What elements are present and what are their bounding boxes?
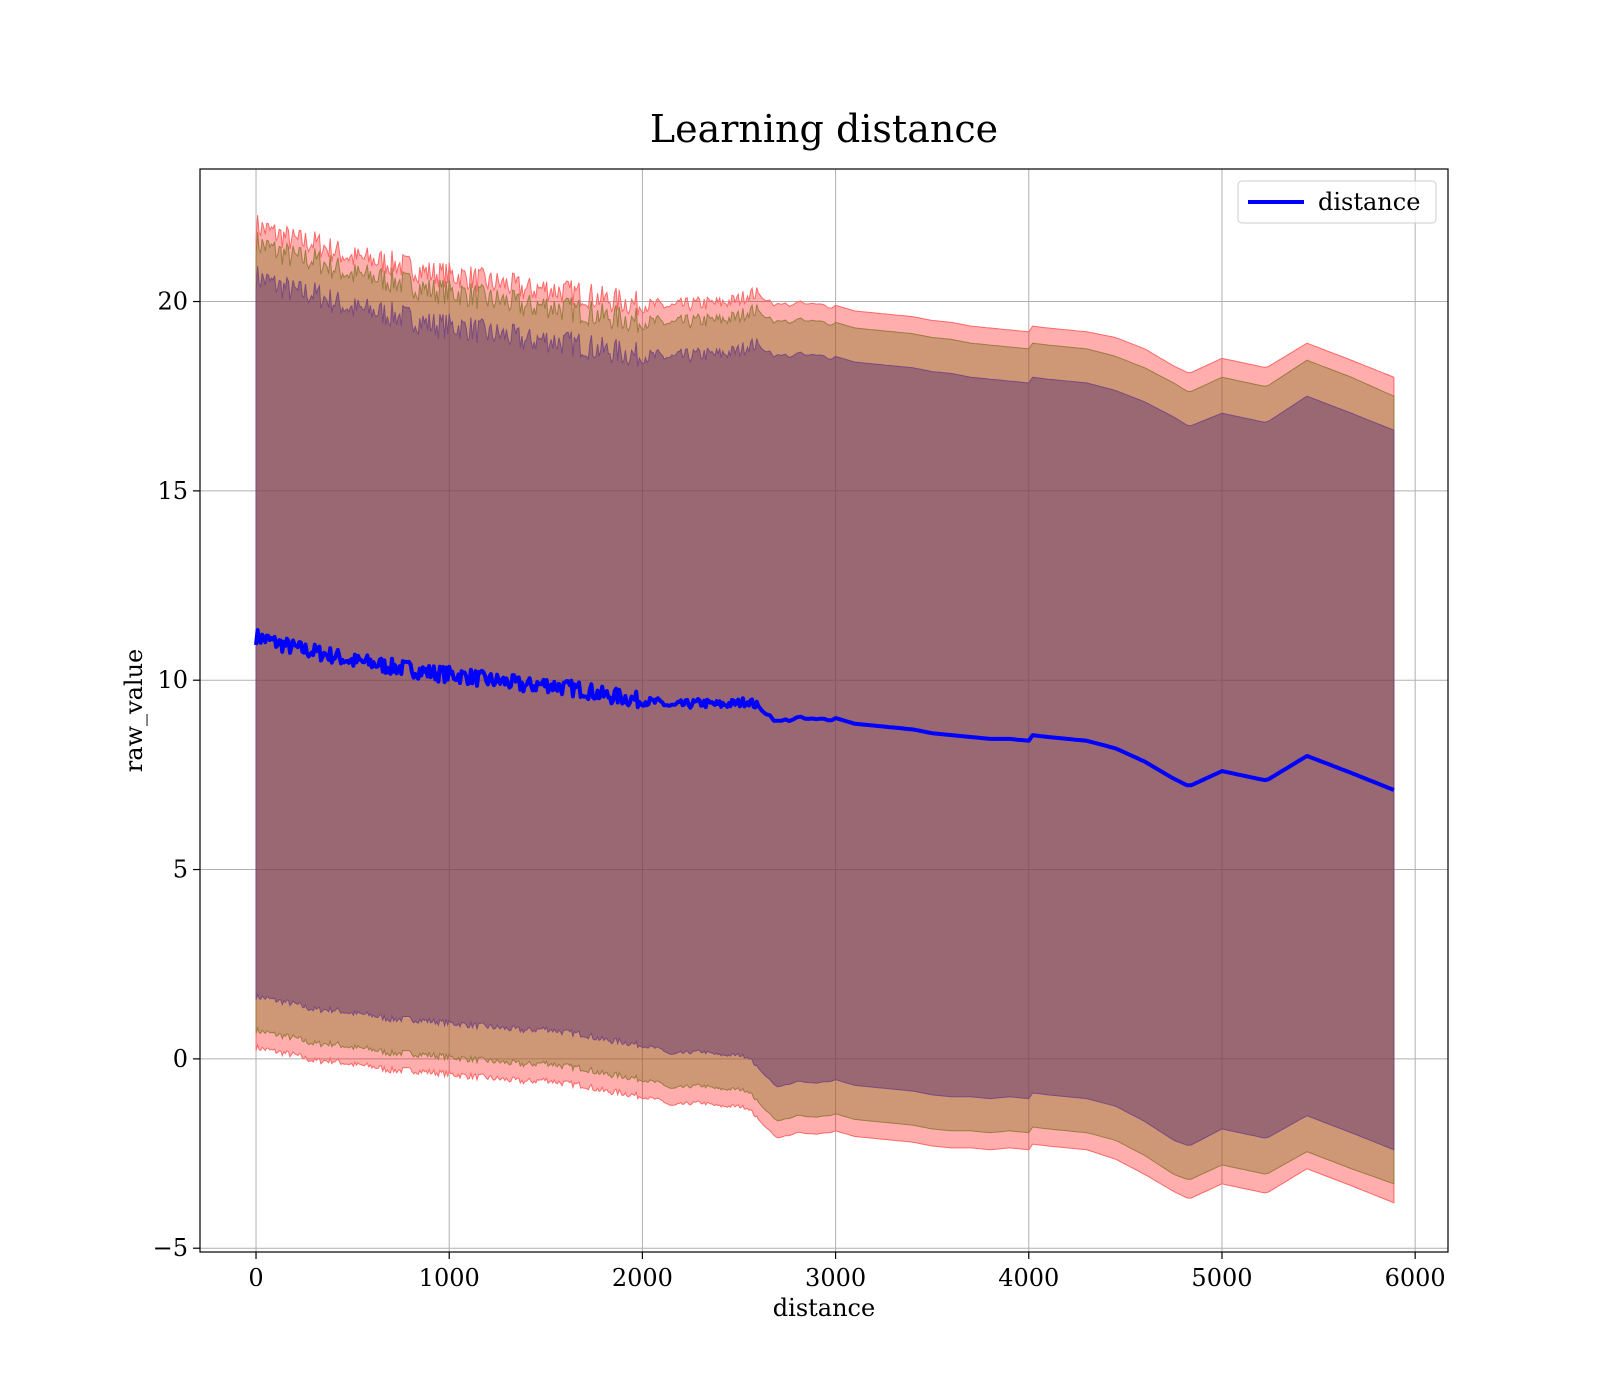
legend: distance <box>1237 180 1437 224</box>
grid-layer <box>200 169 1448 1252</box>
tick-layer: 0 1000 2000 3000 4000 5000 6000 −5 0 5 10 15 20 <box>153 288 1446 1292</box>
chart-title: Learning distance <box>650 107 998 151</box>
y-tick-label: 0 <box>173 1045 188 1073</box>
x-tick-label: 3000 <box>805 1264 866 1292</box>
x-tick-label: 6000 <box>1385 1264 1446 1292</box>
x-tick-label: 1000 <box>419 1264 480 1292</box>
x-tick-label: 5000 <box>1191 1264 1252 1292</box>
band-outer <box>255 215 1395 1204</box>
series-line-distance <box>254 628 1395 792</box>
x-tick-label: 4000 <box>998 1264 1059 1292</box>
y-tick-label: 15 <box>157 477 188 505</box>
legend-entry-distance: distance <box>1318 188 1420 216</box>
band-inner <box>255 266 1395 1151</box>
y-tick-label: 10 <box>157 666 188 694</box>
y-tick-label: 20 <box>157 288 188 316</box>
plot-frame <box>199 168 1449 1253</box>
x-tick-label: 2000 <box>612 1264 673 1292</box>
band-middle <box>255 232 1395 1185</box>
legend-box <box>1237 180 1437 224</box>
y-tick-label: −5 <box>153 1234 188 1262</box>
x-tick-label: 0 <box>248 1264 263 1292</box>
y-axis-label: raw_value <box>120 649 148 773</box>
line-layer <box>254 628 1395 792</box>
y-tick-label: 5 <box>173 856 188 884</box>
x-axis-label: distance <box>773 1294 875 1322</box>
band-layer <box>255 215 1395 1204</box>
